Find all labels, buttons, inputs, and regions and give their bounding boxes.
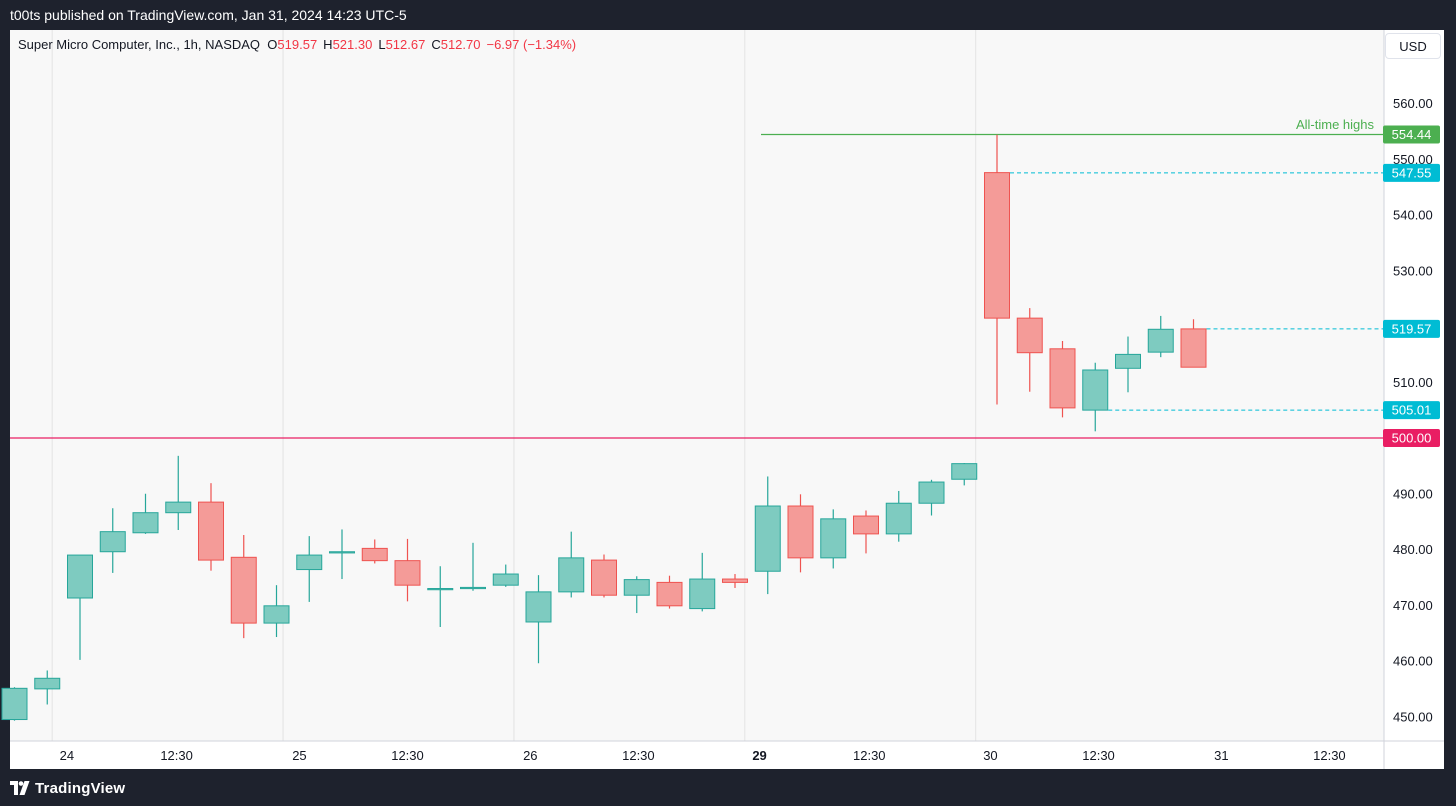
price-tick-label: 470.00 — [1393, 598, 1433, 613]
candle-body[interactable] — [722, 578, 748, 583]
candle-body[interactable] — [427, 588, 454, 591]
time-tick-label: 12:30 — [391, 748, 424, 763]
legend-high-label: H — [323, 37, 333, 52]
time-tick-label: 12:30 — [853, 748, 886, 763]
price-tick-label: 530.00 — [1393, 263, 1433, 278]
candle-body[interactable] — [198, 501, 224, 561]
price-axis[interactable] — [1384, 30, 1444, 741]
price-tick-label: 550.00 — [1393, 152, 1433, 167]
candle-body[interactable] — [1147, 328, 1174, 353]
currency-button[interactable]: USD — [1385, 33, 1441, 59]
time-tick-label: 12:30 — [1082, 748, 1115, 763]
time-tick-label: 31 — [1214, 748, 1228, 763]
candle-body[interactable] — [1082, 369, 1109, 411]
candle-body[interactable] — [34, 677, 61, 690]
price-level-badge-label: 547.55 — [1392, 165, 1432, 180]
legend-low: 512.67 — [385, 37, 426, 52]
candle-body[interactable] — [787, 505, 814, 559]
footer-bar: TradingView — [0, 770, 1456, 806]
candle-body[interactable] — [918, 481, 945, 504]
candle-body[interactable] — [492, 573, 519, 586]
candle-body[interactable] — [263, 605, 290, 624]
time-tick-label: 29 — [752, 748, 766, 763]
candle-body[interactable] — [296, 554, 323, 571]
legend-open: 519.57 — [277, 37, 318, 52]
candle-body[interactable] — [329, 551, 355, 554]
time-tick-label: 30 — [983, 748, 997, 763]
candle-body[interactable] — [1, 687, 28, 721]
candle-body[interactable] — [885, 502, 912, 535]
price-level-badge-label: 519.57 — [1392, 321, 1432, 336]
time-tick-label: 24 — [60, 748, 74, 763]
price-level-badge-label: 505.01 — [1392, 403, 1432, 418]
candle-body[interactable] — [99, 531, 126, 553]
candle-body[interactable] — [67, 554, 93, 599]
candle-body[interactable] — [853, 515, 879, 535]
time-axis[interactable] — [10, 741, 1444, 769]
candle-body[interactable] — [1115, 353, 1141, 369]
legend-symbol: Super Micro Computer, Inc., 1h, NASDAQ — [18, 37, 261, 52]
time-tick-label: 25 — [292, 748, 306, 763]
candle-body[interactable] — [558, 557, 585, 593]
price-level-badge-label: 500.00 — [1392, 431, 1432, 446]
candle-body[interactable] — [460, 586, 486, 590]
ath-line-label: All-time highs — [1295, 117, 1374, 132]
legend-high: 521.30 — [332, 37, 373, 52]
tradingview-logo-icon — [10, 781, 30, 795]
candle-body[interactable] — [820, 518, 847, 559]
price-tick-label: 450.00 — [1393, 709, 1433, 724]
publish-info: t00ts published on TradingView.com, Jan … — [10, 7, 407, 23]
price-level-badge — [1383, 125, 1440, 144]
tradingview-brand: TradingView — [35, 780, 126, 797]
time-tick-label: 12:30 — [1313, 748, 1346, 763]
candle-body[interactable] — [361, 547, 388, 562]
legend-open-label: O — [267, 37, 278, 52]
candle-body[interactable] — [165, 501, 192, 514]
legend-close: 512.70 — [440, 37, 481, 52]
price-tick-label: 490.00 — [1393, 486, 1433, 501]
candle-body[interactable] — [984, 172, 1010, 319]
price-tick-label: 560.00 — [1393, 96, 1433, 111]
legend-low-label: L — [378, 37, 386, 52]
candle-body[interactable] — [951, 463, 978, 480]
symbol-legend: Super Micro Computer, Inc., 1h, NASDAQ O… — [18, 37, 576, 52]
candle-body[interactable] — [1016, 317, 1043, 354]
candle-body[interactable] — [230, 556, 257, 624]
candle-body[interactable] — [754, 505, 781, 572]
price-tick-label: 510.00 — [1393, 375, 1433, 390]
time-tick-label: 12:30 — [622, 748, 655, 763]
price-level-badge — [1383, 429, 1440, 447]
price-level-badge — [1383, 319, 1440, 338]
publish-header: t00ts published on TradingView.com, Jan … — [0, 0, 1456, 30]
price-level-badge — [1383, 163, 1440, 182]
candle-body[interactable] — [591, 559, 617, 596]
price-level-badge — [1383, 401, 1440, 420]
price-tick-label: 460.00 — [1393, 654, 1433, 669]
candle-body[interactable] — [689, 578, 716, 610]
legend-change: −6.97 (−1.34%) — [486, 37, 577, 52]
candle-body[interactable] — [1180, 328, 1207, 368]
price-tick-label: 540.00 — [1393, 208, 1433, 223]
candle-body[interactable] — [1049, 348, 1076, 409]
candle-body[interactable] — [394, 560, 421, 586]
candle-body[interactable] — [656, 581, 683, 607]
candle-body[interactable] — [623, 579, 650, 596]
time-tick-label: 26 — [523, 748, 537, 763]
price-tick-label: 480.00 — [1393, 542, 1433, 557]
chart-pane[interactable] — [10, 30, 1384, 741]
candle-body[interactable] — [132, 512, 159, 534]
time-tick-label: 12:30 — [160, 748, 193, 763]
legend-close-label: C — [431, 37, 441, 52]
candle-body[interactable] — [525, 591, 552, 623]
price-level-badge-label: 554.44 — [1392, 127, 1432, 142]
